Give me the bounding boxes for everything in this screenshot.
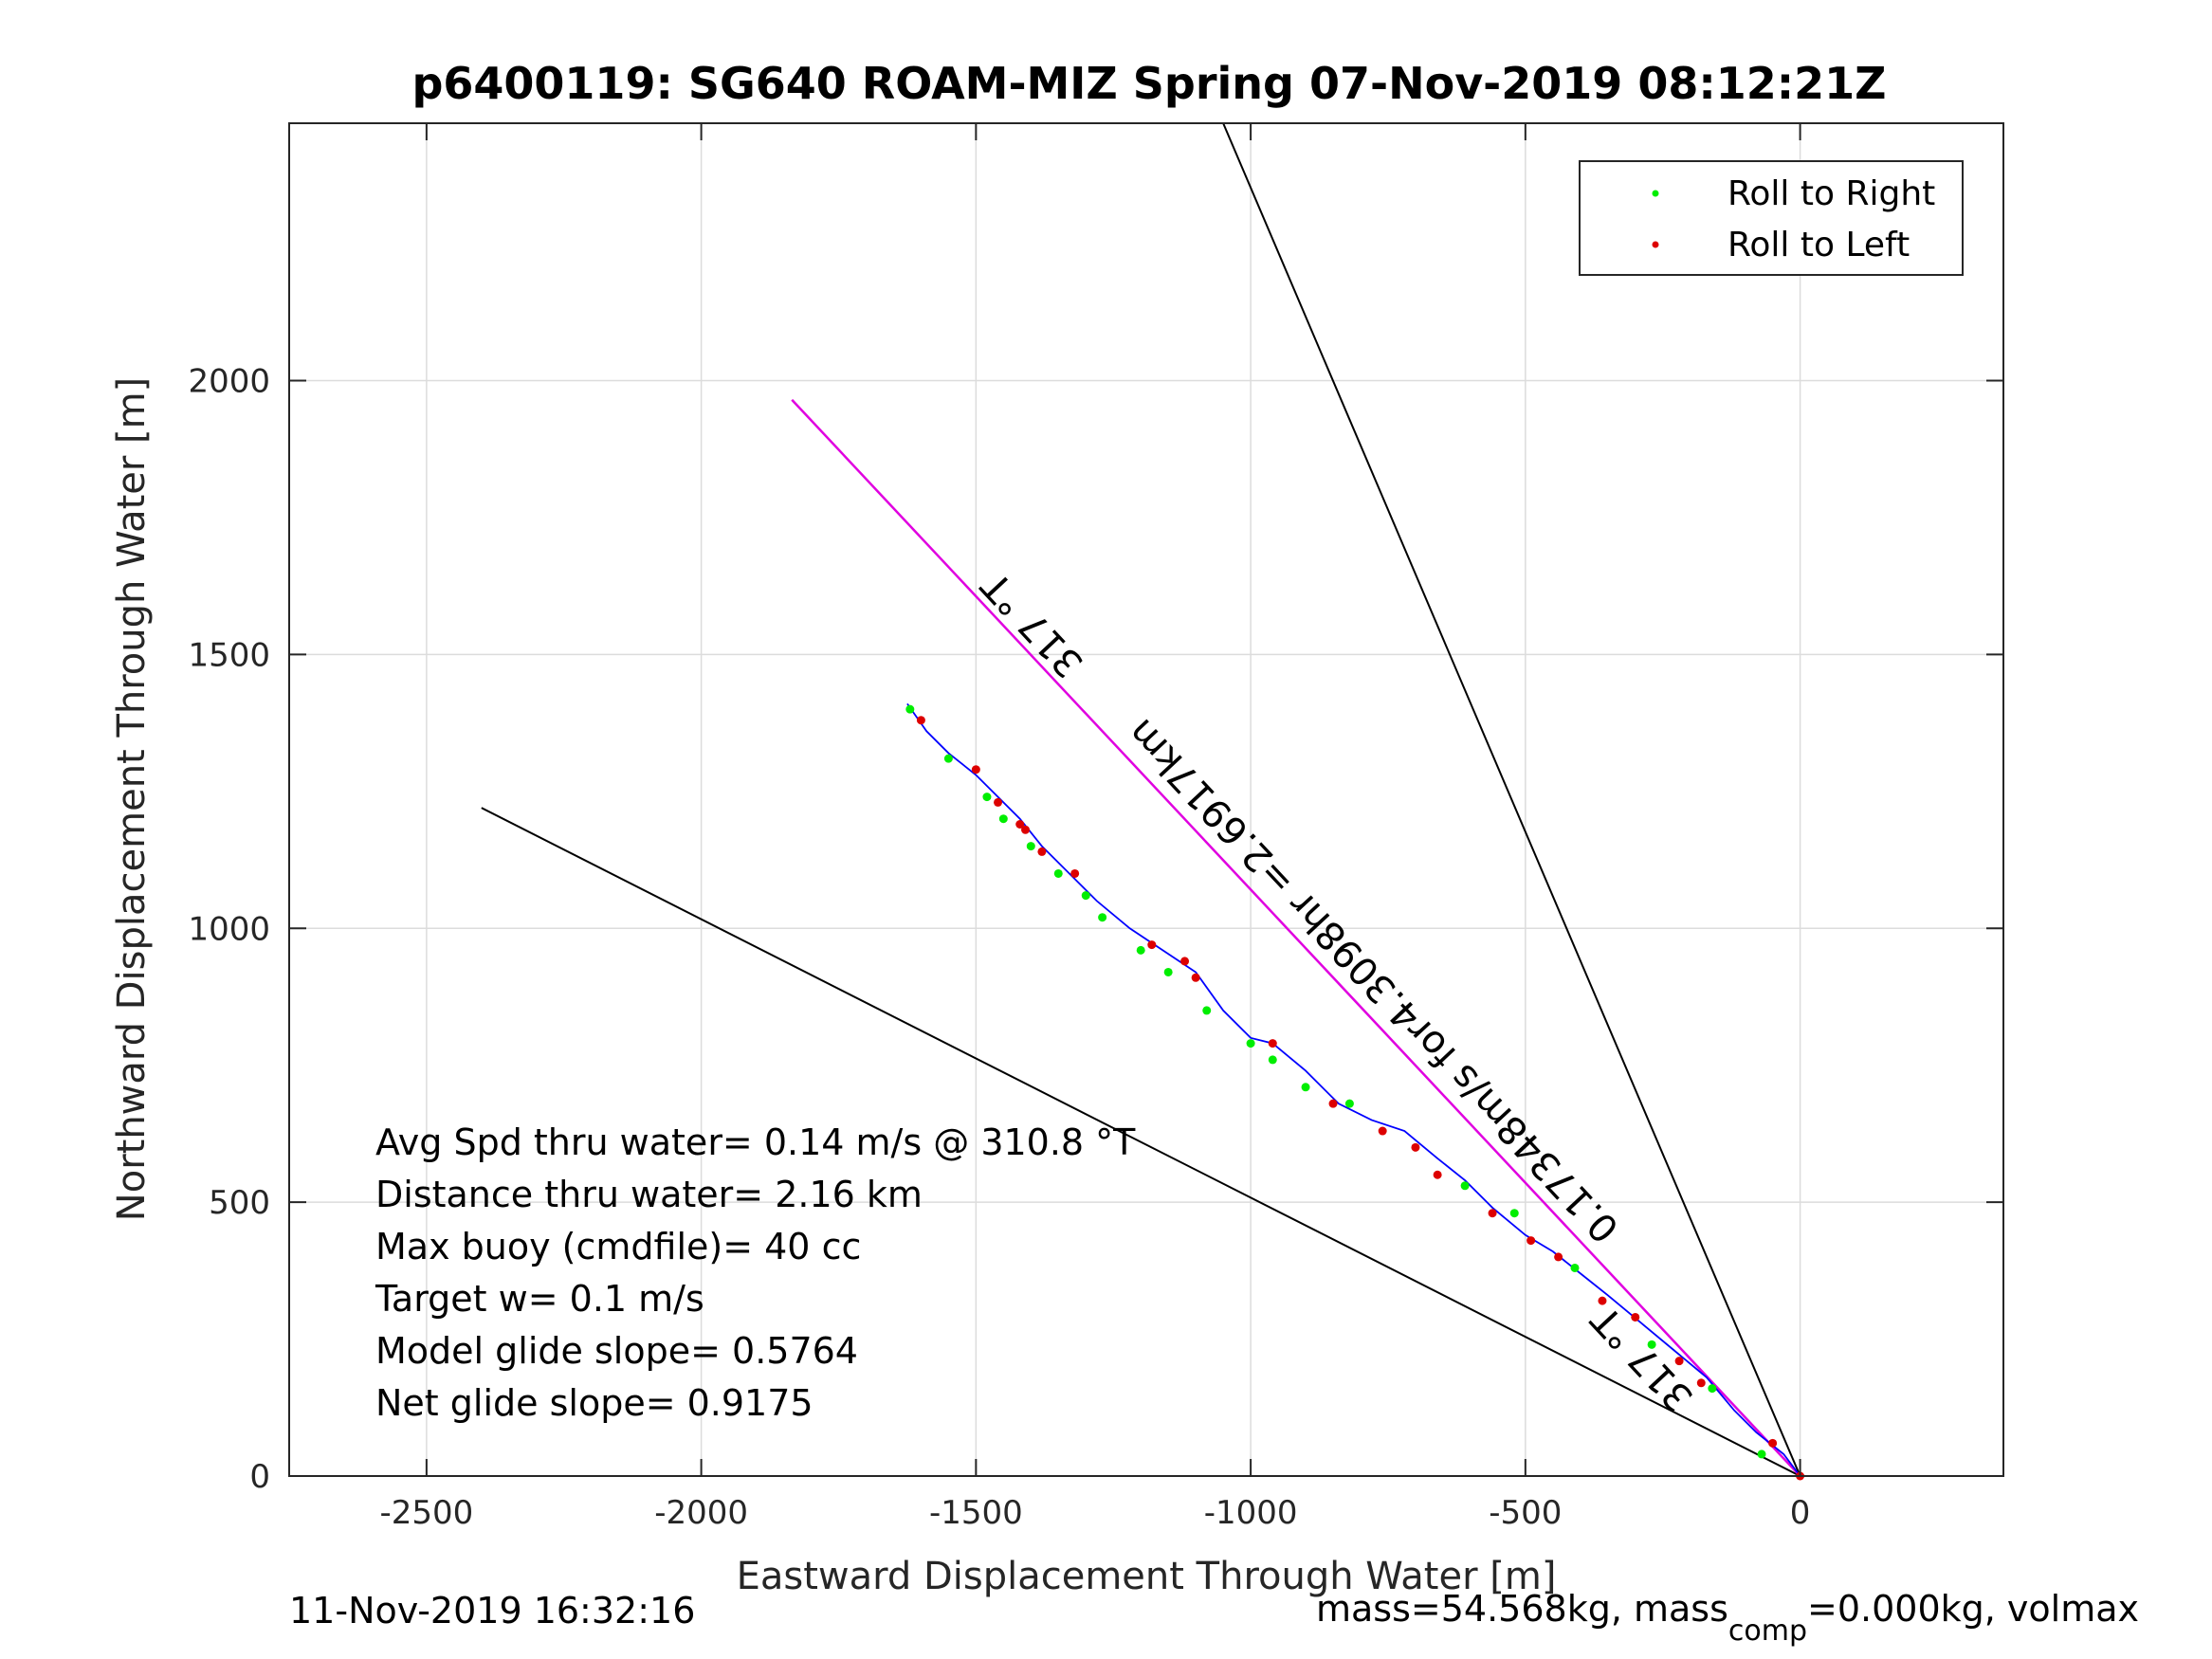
- roll-right-point: [1053, 868, 1063, 878]
- stat-model-glide-slope: Model glide slope= 0.5764: [375, 1330, 858, 1372]
- target-heading-line: [791, 398, 1801, 1477]
- legend-marker-roll-left: [1652, 241, 1659, 248]
- footer-mass-sub: comp: [1728, 1614, 1807, 1648]
- roll-left-point: [1598, 1296, 1607, 1305]
- roll-left-point: [1021, 825, 1031, 834]
- roll-right-point: [943, 754, 953, 763]
- roll-right-point: [1163, 967, 1173, 976]
- axis-ticks: -2500 -2000 -1500 -1000 -500 0 0 500 1000 1500 200…: [188, 123, 2003, 1532]
- roll-left-point: [1554, 1252, 1563, 1262]
- roll-left-point: [1328, 1099, 1338, 1108]
- roll-left-point: [1037, 847, 1047, 856]
- roll-left-point: [1526, 1236, 1536, 1246]
- roll-left-point: [1268, 1039, 1277, 1048]
- roll-right-point: [1026, 842, 1035, 851]
- stat-distance: Distance thru water= 2.16 km: [375, 1174, 923, 1215]
- roll-right-point: [1136, 945, 1145, 955]
- footer-mass-suffix: =0.000kg, volmax: [1807, 1588, 2139, 1630]
- envelope-line: [481, 807, 1801, 1477]
- roll-right-point: [1708, 1384, 1717, 1394]
- x-axis-label: Eastward Displacement Through Water [m]: [737, 1555, 1557, 1598]
- footer-mass-prefix: mass=54.568kg, mass: [1316, 1588, 1728, 1630]
- legend-label-roll-left: Roll to Left: [1728, 226, 1910, 264]
- roll-left-point: [1147, 940, 1157, 950]
- stat-avg-speed: Avg Spd thru water= 0.14 m/s @ 310.8 °T: [375, 1121, 1136, 1163]
- x-tick-label: -2000: [654, 1494, 748, 1532]
- stat-max-buoy: Max buoy (cmdfile)= 40 cc: [375, 1226, 861, 1267]
- roll-left-point: [1378, 1126, 1387, 1136]
- stat-target-w: Target w= 0.1 m/s: [375, 1278, 704, 1320]
- roll-right-point: [905, 704, 915, 714]
- x-tick-label: 0: [1790, 1494, 1811, 1532]
- chart-title: p6400119: SG640 ROAM-MIZ Spring 07-Nov-2…: [411, 58, 1886, 109]
- roll-right-point: [1757, 1449, 1766, 1459]
- roll-right-point: [1081, 891, 1090, 901]
- roll-left-point: [1631, 1312, 1640, 1322]
- roll-right-point: [1268, 1055, 1277, 1065]
- x-tick-label: -2500: [379, 1494, 473, 1532]
- roll-points: [905, 704, 1805, 1481]
- roll-left-point: [971, 765, 980, 775]
- roll-left-point: [916, 716, 925, 725]
- roll-left-point: [1768, 1438, 1778, 1448]
- stat-net-glide-slope: Net glide slope= 0.9175: [375, 1382, 814, 1424]
- y-tick-label: 2000: [188, 363, 270, 401]
- legend: Roll to Right Roll to Left: [1579, 160, 1964, 276]
- axes-box: [288, 122, 2004, 1477]
- stats-block: Avg Spd thru water= 0.14 m/s @ 310.8 °T …: [375, 1121, 1136, 1424]
- x-tick-label: -500: [1489, 1494, 1562, 1532]
- reference-lines: [481, 122, 1801, 1477]
- roll-left-point: [1674, 1357, 1684, 1366]
- roll-left-point: [1015, 819, 1025, 829]
- roll-right-point: [1246, 1039, 1255, 1048]
- y-tick-label: 0: [249, 1458, 270, 1496]
- roll-right-point: [1301, 1083, 1310, 1092]
- plot-area: [289, 123, 2003, 1476]
- y-tick-label: 1000: [188, 910, 270, 948]
- x-tick-label: -1000: [1204, 1494, 1298, 1532]
- roll-left-point: [1180, 957, 1190, 966]
- roll-right-point: [1647, 1340, 1656, 1349]
- roll-right-point: [1570, 1263, 1580, 1272]
- y-axis-label: Northward Displacement Through Water [m]: [110, 377, 154, 1221]
- legend-box: [1579, 160, 1964, 276]
- legend-label-roll-right: Roll to Right: [1728, 174, 1935, 213]
- roll-left-point: [994, 797, 1003, 807]
- roll-right-point: [1460, 1181, 1470, 1191]
- roll-right-point: [1098, 913, 1107, 922]
- footer-mass: mass=54.568kg, masscomp=0.000kg, volmax: [1316, 1588, 2139, 1648]
- roll-left-point: [1411, 1142, 1420, 1152]
- roll-right-point: [1344, 1099, 1354, 1108]
- roll-right-point: [1509, 1209, 1519, 1218]
- roll-left-point: [1488, 1209, 1497, 1218]
- envelope-line: [1222, 122, 1801, 1477]
- roll-left-point: [1070, 868, 1080, 878]
- roll-left-point: [1433, 1170, 1442, 1179]
- y-tick-label: 500: [209, 1184, 270, 1222]
- y-tick-label: 1500: [188, 636, 270, 674]
- roll-right-point: [1202, 1006, 1212, 1015]
- roll-right-point: [982, 793, 992, 802]
- roll-left-point: [1191, 973, 1200, 982]
- x-tick-label: -1500: [929, 1494, 1023, 1532]
- footer-timestamp: 11-Nov-2019 16:32:16: [289, 1590, 695, 1632]
- legend-marker-roll-right: [1652, 190, 1659, 197]
- roll-right-point: [998, 814, 1008, 824]
- roll-left-point: [1696, 1378, 1706, 1388]
